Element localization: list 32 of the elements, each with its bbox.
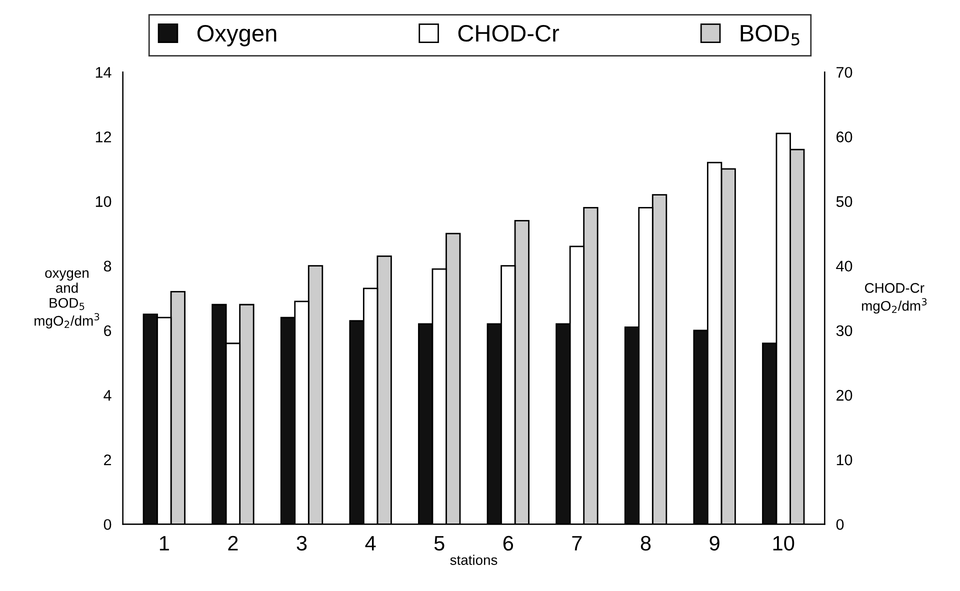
legend-label: Oxygen (197, 24, 276, 46)
x-tick-label: 8 (640, 536, 651, 551)
legend-label: BOD$_{5}$ (740, 24, 800, 46)
y2-tick-label: 60 (836, 132, 852, 142)
x-tick-label: 7 (572, 536, 582, 550)
x-tick-label: 10 (773, 536, 794, 551)
y-tick-label: 4 (104, 390, 112, 401)
x-tick-label: 4 (365, 536, 376, 550)
y2-tick-label: 10 (836, 454, 852, 466)
y2-tick-label: 40 (836, 260, 852, 272)
y-tick-label: 2 (104, 454, 112, 466)
x-tick-label: 2 (228, 536, 238, 550)
x-tick-label: 5 (434, 536, 444, 551)
y2-tick-label: 0 (836, 519, 844, 530)
y-tick-label: 10 (96, 196, 112, 207)
y2-axis-title: CHOD-Cr mgO$_{2}$/dm$^{3}$ (862, 283, 927, 314)
y2-tick-label: 70 (836, 66, 852, 78)
text: oxygen and BOD$_{5}$ mgO$_{2}$/dm$^{3}$ (34, 270, 100, 328)
x-tick-label: 1 (160, 536, 169, 550)
y-tick-label: 12 (96, 132, 112, 142)
x-tick-label: 3 (296, 536, 307, 551)
y-tick-label: 0 (104, 519, 112, 530)
y-tick-label: 14 (96, 67, 112, 78)
y2-tick-label: 20 (836, 390, 852, 401)
x-axis-title: stations (450, 554, 498, 565)
y2-tick-label: 30 (836, 325, 852, 336)
legend-label: CHOD-Cr (458, 24, 560, 42)
x-tick-label: 6 (503, 536, 514, 551)
y-tick-label: 6 (104, 325, 112, 336)
y-tick-label: 8 (104, 260, 112, 272)
x-tick-label: 9 (710, 536, 720, 551)
y2-tick-label: 50 (836, 196, 852, 207)
